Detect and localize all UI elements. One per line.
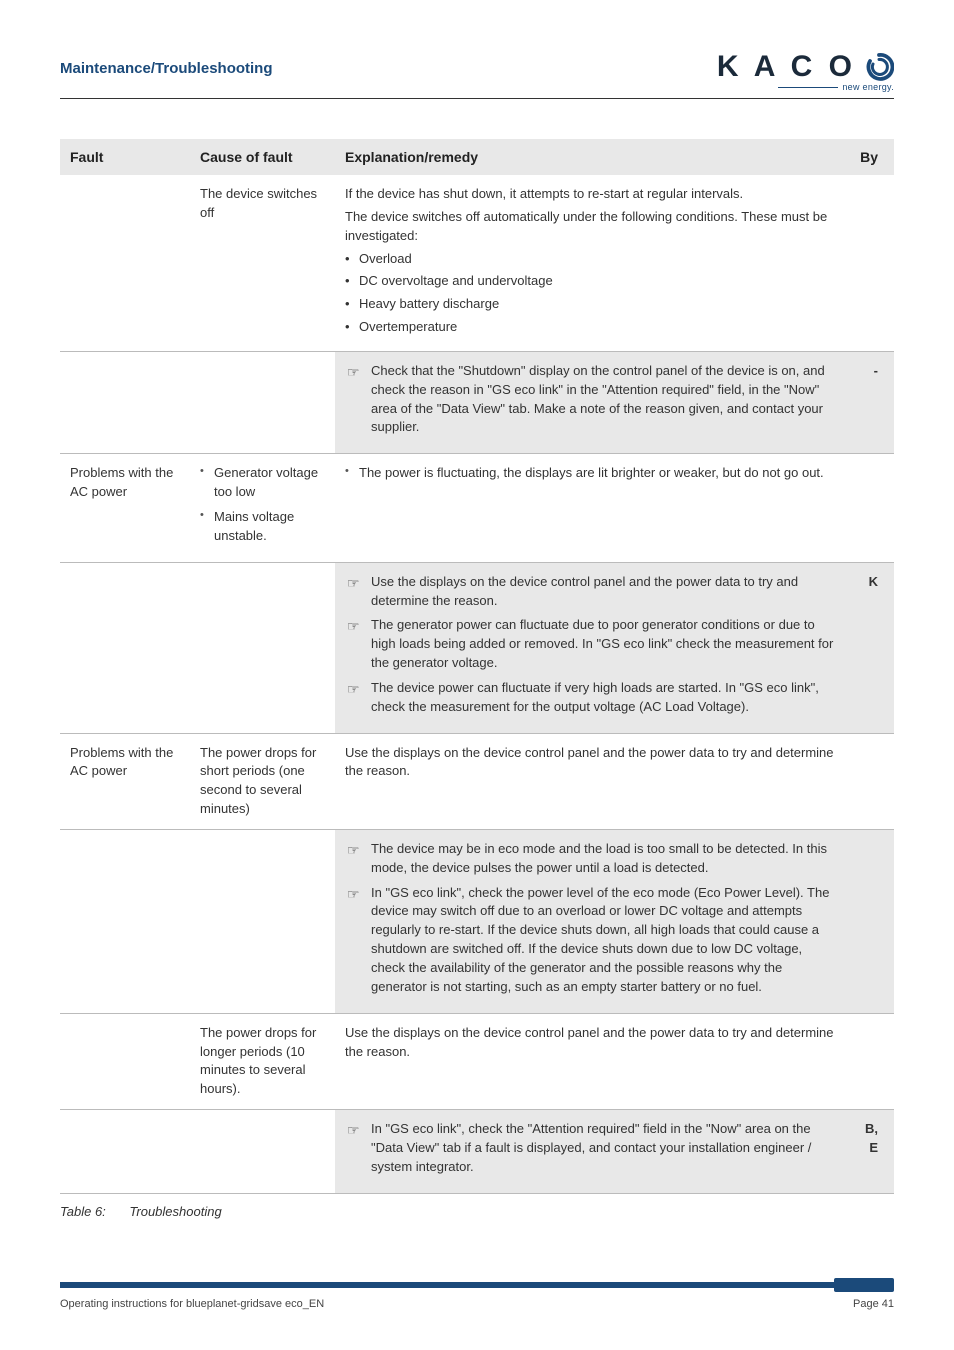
remedy-list: Use the displays on the device control p… [345,573,834,717]
bullet-item: DC overvoltage and undervoltage [345,272,834,291]
table-row: In "GS eco link", check the "Attention r… [60,1110,894,1194]
table-row: The power drops for longer periods (10 m… [60,1013,894,1109]
header-title: Maintenance/Troubleshooting [60,50,273,77]
cell-by [844,829,894,1013]
cell-explanation: In "GS eco link", check the "Attention r… [335,1110,844,1194]
cell-explanation: Use the displays on the device control p… [335,562,844,733]
logo-subtitle: new energy. [778,82,894,92]
th-by: By [844,139,894,175]
table-caption: Table 6: Troubleshooting [60,1204,894,1219]
remedy-item: The device power can fluctuate if very h… [345,679,834,717]
exp-text: If the device has shut down, it attempts… [345,185,834,204]
cell-cause: Generator voltage too low Mains voltage … [190,454,335,562]
table-row: The device switches off If the device ha… [60,175,894,351]
cell-fault: Problems with the AC power [60,454,190,562]
th-cause: Cause of fault [190,139,335,175]
cause-item: Mains voltage unstable. [200,508,325,546]
bullet-item: Overtemperature [345,318,834,337]
cell-cause: The power drops for longer periods (10 m… [190,1013,335,1109]
page-header: Maintenance/Troubleshooting K A C O new … [60,50,894,99]
cell-explanation: Use the displays on the device control p… [335,1013,844,1109]
cell-cause: The power drops for short periods (one s… [190,733,335,829]
exp-item: The power is fluctuating, the displays a… [345,464,834,483]
footer-row: Operating instructions for blueplanet-gr… [60,1298,894,1310]
table-row: Check that the "Shutdown" display on the… [60,351,894,453]
cell-fault [60,1013,190,1109]
cause-list: Generator voltage too low Mains voltage … [200,464,325,545]
cell-by: K [844,562,894,733]
cell-cause [190,562,335,733]
th-fault: Fault [60,139,190,175]
table-row: Use the displays on the device control p… [60,562,894,733]
logo: K A C O new energy. [717,50,894,92]
cell-explanation: Use the displays on the device control p… [335,733,844,829]
cell-fault [60,1110,190,1194]
cell-cause [190,829,335,1013]
cell-fault: Problems with the AC power [60,733,190,829]
table-row: The device may be in eco mode and the lo… [60,829,894,1013]
cell-by [844,175,894,351]
footer-left: Operating instructions for blueplanet-gr… [60,1298,324,1310]
remedy-list: In "GS eco link", check the "Attention r… [345,1120,834,1177]
table-row: Problems with the AC power Generator vol… [60,454,894,562]
page-content: Maintenance/Troubleshooting K A C O new … [0,0,954,1219]
cell-explanation: The device may be in eco mode and the lo… [335,829,844,1013]
cell-by [844,454,894,562]
bullet-item: Overload [345,250,834,269]
remedy-list: Check that the "Shutdown" display on the… [345,362,834,437]
th-explanation: Explanation/remedy [335,139,844,175]
remedy-item: The device may be in eco mode and the lo… [345,840,834,878]
cell-fault [60,351,190,453]
remedy-item: The generator power can fluctuate due to… [345,616,834,673]
cell-cause [190,351,335,453]
footer-bar [60,1282,894,1288]
exp-text: The device switches off automatically un… [345,208,834,246]
exp-bullet-list: Overload DC overvoltage and undervoltage… [345,250,834,337]
logo-letters: K A C O [717,50,856,84]
page-footer: Operating instructions for blueplanet-gr… [60,1282,894,1310]
table-row: Problems with the AC power The power dro… [60,733,894,829]
remedy-item: Check that the "Shutdown" display on the… [345,362,834,437]
bullet-item: Heavy battery discharge [345,295,834,314]
cell-by: B, E [844,1110,894,1194]
cell-by [844,733,894,829]
table-header-row: Fault Cause of fault Explanation/remedy … [60,139,894,175]
remedy-item: Use the displays on the device control p… [345,573,834,611]
caption-text: Troubleshooting [129,1204,221,1219]
cell-by: - [844,351,894,453]
footer-right: Page 41 [853,1298,894,1310]
logo-text: K A C O [717,50,894,84]
remedy-item: In "GS eco link", check the "Attention r… [345,1120,834,1177]
cell-cause: The device switches off [190,175,335,351]
cell-fault [60,175,190,351]
remedy-list: The device may be in eco mode and the lo… [345,840,834,997]
cell-fault [60,562,190,733]
troubleshooting-table: Fault Cause of fault Explanation/remedy … [60,139,894,1194]
remedy-item: In "GS eco link", check the power level … [345,884,834,997]
exp-list: The power is fluctuating, the displays a… [345,464,834,483]
cell-cause [190,1110,335,1194]
cell-fault [60,829,190,1013]
cell-explanation: The power is fluctuating, the displays a… [335,454,844,562]
caption-label: Table 6: [60,1204,106,1219]
cell-explanation: If the device has shut down, it attempts… [335,175,844,351]
cell-explanation: Check that the "Shutdown" display on the… [335,351,844,453]
cause-item: Generator voltage too low [200,464,325,502]
swirl-icon [864,52,894,82]
cell-by [844,1013,894,1109]
